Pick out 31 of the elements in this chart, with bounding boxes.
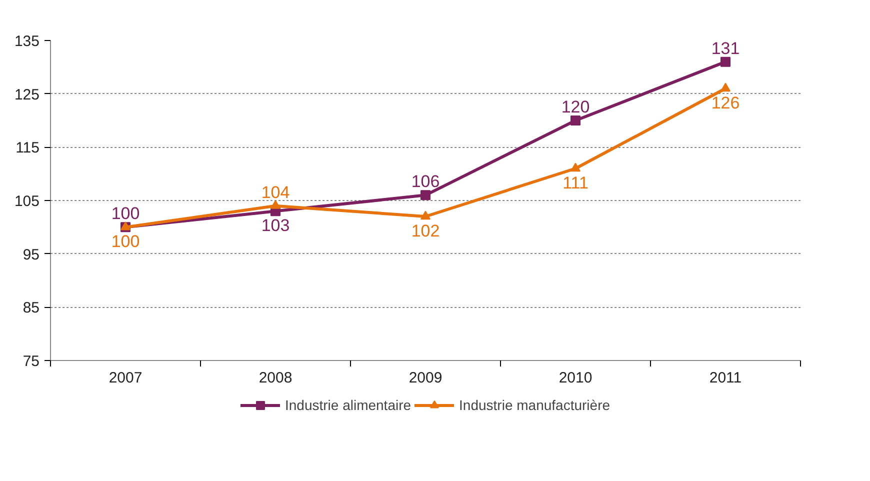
data-label: 126: [711, 94, 740, 112]
point: [720, 82, 730, 92]
point: [720, 56, 730, 67]
legend-label: Industrie manufacturière: [459, 397, 610, 413]
legend-label: Industrie alimentaire: [284, 397, 412, 413]
y-tick-label: 105: [14, 193, 40, 210]
x-tick-label: 2010: [558, 370, 592, 386]
y-tick-label: 115: [16, 140, 40, 157]
point: [570, 162, 580, 172]
point: [570, 116, 580, 126]
data-label: 103: [261, 216, 290, 236]
y-tick-label: 85: [22, 300, 40, 317]
data-label: 120: [561, 98, 590, 116]
x-tick-label: 2009: [408, 370, 442, 386]
point: [420, 210, 430, 220]
y-tick-label: 75: [22, 353, 40, 370]
data-label: 102: [411, 222, 440, 240]
data-label: 100: [111, 204, 140, 224]
data-label: 100: [111, 232, 140, 252]
x-tick-label: 2007: [108, 370, 142, 386]
data-label: 111: [562, 174, 588, 192]
data-label: 104: [261, 182, 290, 202]
point: [270, 200, 280, 209]
data-label: 106: [411, 172, 440, 192]
y-tick-label: 95: [22, 246, 40, 264]
data-label: 131: [711, 38, 740, 58]
x-tick-label: 2008: [258, 370, 292, 386]
point: [420, 190, 430, 200]
y-tick-label: 125: [14, 86, 40, 104]
x-tick-label: 2011: [709, 370, 742, 386]
y-tick-label: 135: [14, 33, 40, 50]
